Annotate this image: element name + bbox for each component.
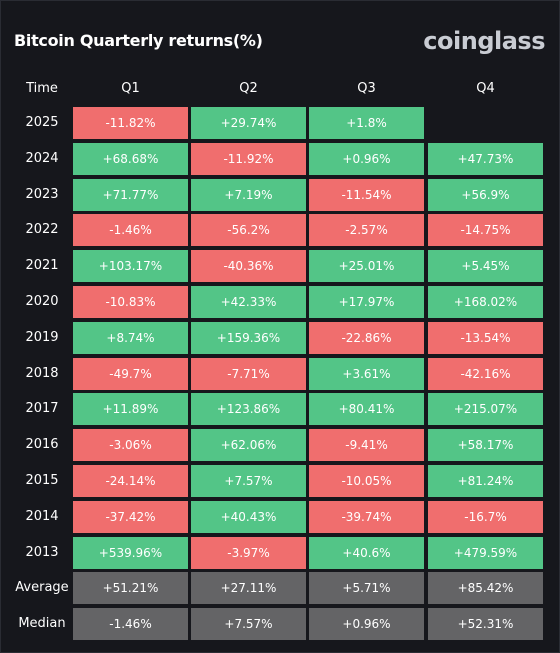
return-cell: +40.43% xyxy=(191,501,306,533)
summary-cell: +7.57% xyxy=(191,608,306,640)
row-label: 2013 xyxy=(25,545,59,560)
return-cell: -40.36% xyxy=(191,250,306,282)
return-cell: -24.14% xyxy=(73,465,188,497)
return-cell: -11.54% xyxy=(309,179,424,211)
return-cell: -22.86% xyxy=(309,322,424,354)
row-label: 2015 xyxy=(25,473,59,488)
return-cell: +17.97% xyxy=(309,286,424,318)
return-cell: +71.77% xyxy=(73,179,188,211)
return-cell: +5.45% xyxy=(428,250,543,282)
return-cell: +8.74% xyxy=(73,322,188,354)
row-label: 2019 xyxy=(25,330,59,345)
return-cell: +7.57% xyxy=(191,465,306,497)
return-cell: -11.82% xyxy=(73,107,188,139)
return-cell: -11.92% xyxy=(191,143,306,175)
return-cell: +29.74% xyxy=(191,107,306,139)
row-label: 2023 xyxy=(25,187,59,202)
return-cell: +62.06% xyxy=(191,429,306,461)
return-cell: +42.33% xyxy=(191,286,306,318)
return-cell: +40.6% xyxy=(309,537,424,569)
summary-cell: +85.42% xyxy=(428,572,543,604)
row-label: 2024 xyxy=(25,151,59,166)
return-cell: +47.73% xyxy=(428,143,543,175)
row-label: 2014 xyxy=(25,509,59,524)
row-label: 2017 xyxy=(25,401,59,416)
return-cell: +168.02% xyxy=(428,286,543,318)
return-cell: -2.57% xyxy=(309,214,424,246)
return-cell: +539.96% xyxy=(73,537,188,569)
summary-cell: -1.46% xyxy=(73,608,188,640)
summary-label: Median xyxy=(18,616,66,631)
brand-logo: coinglass xyxy=(423,27,545,55)
row-label: 2022 xyxy=(25,222,59,237)
return-cell: -49.7% xyxy=(73,358,188,390)
return-cell: +159.36% xyxy=(191,322,306,354)
return-cell: -3.06% xyxy=(73,429,188,461)
return-cell: +56.9% xyxy=(428,179,543,211)
return-cell: -14.75% xyxy=(428,214,543,246)
summary-cell: +27.11% xyxy=(191,572,306,604)
row-label: 2018 xyxy=(25,366,59,381)
chart-title: Bitcoin Quarterly returns(%) xyxy=(14,31,263,50)
return-cell: +81.24% xyxy=(428,465,543,497)
summary-label: Average xyxy=(15,580,69,595)
return-cell: +103.17% xyxy=(73,250,188,282)
summary-cell: +5.71% xyxy=(309,572,424,604)
return-cell: -9.41% xyxy=(309,429,424,461)
return-cell: -3.97% xyxy=(191,537,306,569)
return-cell: +80.41% xyxy=(309,393,424,425)
return-cell: -16.7% xyxy=(428,501,543,533)
summary-cell: +51.21% xyxy=(73,572,188,604)
column-header-q3: Q3 xyxy=(357,81,376,96)
column-header-q2: Q2 xyxy=(239,81,258,96)
column-header-q4: Q4 xyxy=(476,81,495,96)
summary-cell: +0.96% xyxy=(309,608,424,640)
return-cell: +11.89% xyxy=(73,393,188,425)
return-cell: +3.61% xyxy=(309,358,424,390)
summary-cell: +52.31% xyxy=(428,608,543,640)
return-cell: -13.54% xyxy=(428,322,543,354)
return-cell: +58.17% xyxy=(428,429,543,461)
return-cell: +215.07% xyxy=(428,393,543,425)
return-cell: -56.2% xyxy=(191,214,306,246)
return-cell: -39.74% xyxy=(309,501,424,533)
return-cell: -1.46% xyxy=(73,214,188,246)
return-cell: +68.68% xyxy=(73,143,188,175)
row-label: 2020 xyxy=(25,294,59,309)
return-cell: +123.86% xyxy=(191,393,306,425)
return-cell: +25.01% xyxy=(309,250,424,282)
row-label: 2016 xyxy=(25,437,59,452)
return-cell: +7.19% xyxy=(191,179,306,211)
return-cell: +1.8% xyxy=(309,107,424,139)
row-label: 2021 xyxy=(25,258,59,273)
return-cell: +479.59% xyxy=(428,537,543,569)
return-cell: -42.16% xyxy=(428,358,543,390)
return-cell: -37.42% xyxy=(73,501,188,533)
return-cell: -10.83% xyxy=(73,286,188,318)
column-header-q1: Q1 xyxy=(121,81,140,96)
return-cell: -7.71% xyxy=(191,358,306,390)
column-header-time: Time xyxy=(26,81,58,96)
return-cell: -10.05% xyxy=(309,465,424,497)
return-cell: +0.96% xyxy=(309,143,424,175)
row-label: 2025 xyxy=(25,115,59,130)
